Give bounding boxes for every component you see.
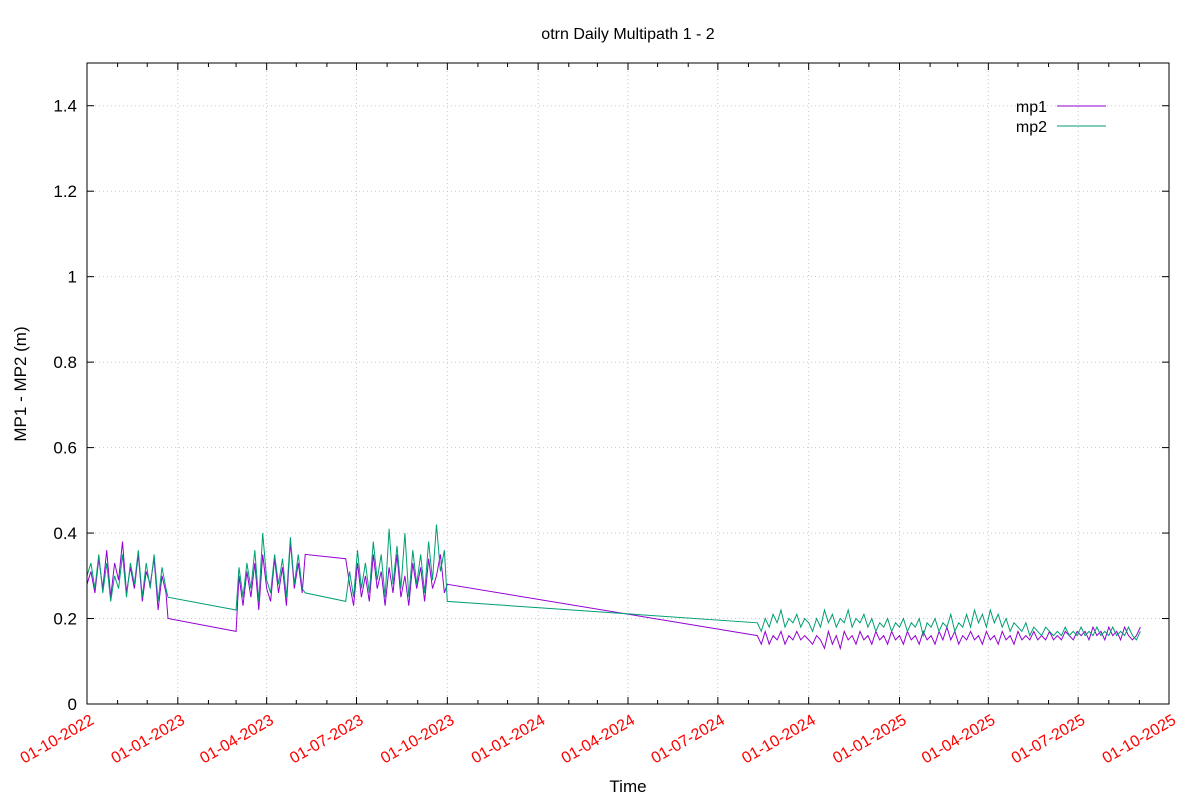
x-tick-label: 01-10-2024 [739, 712, 818, 768]
x-tick-label: 01-10-2022 [18, 712, 97, 768]
series-line-mp1 [86, 541, 1141, 651]
y-tick-label: 1.4 [53, 97, 77, 116]
y-tick-label: 1 [68, 268, 77, 287]
y-tick-label: 0.6 [53, 439, 77, 458]
x-tick-label: 01-07-2023 [287, 712, 366, 768]
y-tick-label: 1.2 [53, 182, 77, 201]
series-line-mp2 [86, 524, 1141, 641]
x-tick-label: 01-01-2024 [469, 712, 548, 768]
y-tick-label: 0.4 [53, 524, 77, 543]
x-tick-label: 01-04-2024 [559, 712, 638, 768]
x-tick-label: 01-04-2023 [197, 712, 276, 768]
x-tick-labels: 01-10-2022 01-01-2023 01-04-2023 01-07-2023… [18, 712, 1179, 768]
x-tick-label: 01-10-2025 [1100, 712, 1179, 768]
y-axis-label: MP1 - MP2 (m) [11, 326, 30, 441]
x-tick-label: 01-01-2025 [830, 712, 909, 768]
legend-label-mp2: mp2 [1016, 119, 1047, 136]
y-tick-label: 0 [68, 695, 77, 714]
x-axis-label: Time [609, 777, 646, 796]
y-tick-labels: 0 0.2 0.4 0.6 0.8 1 1.2 1.4 [53, 97, 77, 714]
x-tick-label: 01-07-2024 [648, 712, 727, 768]
grid-lines [87, 63, 1169, 704]
x-tick-label: 01-07-2025 [1009, 712, 1088, 768]
x-tick-label: 01-10-2023 [378, 712, 457, 768]
series-layer [86, 524, 1141, 651]
y-tick-label: 0.2 [53, 610, 77, 629]
axis-ticks [86, 63, 1170, 705]
chart-title: otrn Daily Multipath 1 - 2 [541, 26, 715, 43]
y-tick-label: 0.8 [53, 353, 77, 372]
legend-label-mp1: mp1 [1016, 99, 1047, 116]
x-tick-label: 01-01-2023 [108, 712, 187, 768]
x-tick-label: 01-04-2025 [919, 712, 998, 768]
